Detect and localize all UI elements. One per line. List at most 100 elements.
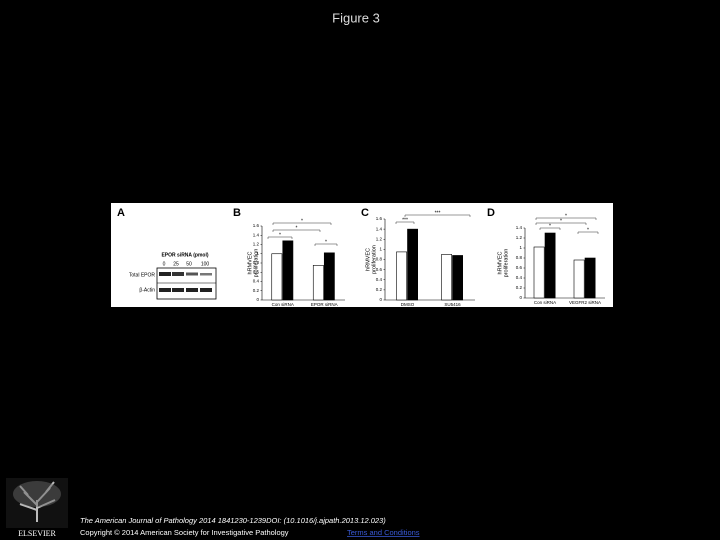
y-axis-label: proliferation	[371, 245, 377, 274]
panel-letter: A	[117, 207, 125, 219]
y-tick-label: 0.4	[376, 277, 383, 282]
significance-label: *	[549, 223, 551, 229]
y-tick-label: 0.2	[376, 287, 383, 292]
slide-title: Figure 3	[332, 10, 380, 25]
significance-bracket	[272, 222, 332, 225]
bar	[584, 257, 596, 299]
lane-label: 0	[163, 261, 166, 267]
elsevier-logo: ELSEVIER	[6, 478, 68, 538]
significance-bracket	[314, 243, 338, 246]
lane-label: 100	[201, 261, 210, 267]
lane-label: 25	[173, 261, 179, 267]
y-axis-label: proliferation	[503, 249, 509, 278]
row-label: β-Actin	[139, 287, 155, 293]
bar	[323, 252, 335, 301]
y-axis-label: hRMVEC	[247, 252, 253, 275]
y-tick-label: 0	[256, 297, 259, 302]
significance-bracket	[535, 222, 587, 225]
y-tick-label: 0	[379, 297, 382, 302]
panel-letter: D	[487, 207, 495, 219]
y-tick-label: 1	[256, 251, 259, 256]
significance-label: *	[279, 232, 281, 238]
y-tick-label: 1.2	[376, 236, 383, 241]
x-tick-label: Con siRNA	[534, 300, 556, 305]
y-tick-label: 0.6	[516, 265, 523, 270]
significance-label: *	[301, 218, 303, 224]
band	[200, 273, 212, 276]
logo-canopy	[13, 481, 61, 507]
bar	[544, 232, 556, 299]
band	[159, 272, 171, 276]
publisher: ELSEVIER	[18, 529, 56, 538]
y-tick-label: 0.8	[516, 255, 523, 260]
y-tick-label: 1	[519, 245, 522, 250]
bar	[312, 265, 324, 301]
lane-label: 50	[186, 261, 192, 267]
bar	[452, 255, 463, 301]
significance-bracket	[267, 236, 293, 239]
y-tick-label: 0.2	[253, 288, 260, 293]
x-tick-label: Con siRNA	[272, 302, 294, 307]
panel-letter: B	[233, 207, 241, 219]
y-tick-label: 1.2	[253, 242, 260, 247]
y-tick-label: 0.6	[376, 267, 383, 272]
y-tick-label: 0.8	[376, 257, 383, 262]
y-axis-label: proliferation	[253, 249, 259, 278]
bar	[533, 246, 545, 299]
y-tick-label: 1.4	[516, 225, 523, 230]
y-tick-label: 0.4	[253, 279, 260, 284]
y-tick-label: 0.2	[516, 285, 523, 290]
y-tick-label: 1.6	[253, 223, 260, 228]
x-tick-label: DMSO	[401, 302, 415, 307]
x-tick-label: VEGFR2 siRNA	[569, 300, 601, 305]
significance-label: ***	[435, 210, 441, 216]
significance-label: *	[325, 239, 327, 245]
y-tick-label: 1.2	[516, 235, 523, 240]
significance-bracket	[535, 217, 597, 220]
y-tick-label: 0.8	[253, 260, 260, 265]
band	[200, 288, 212, 292]
significance-label: *	[587, 227, 589, 233]
band	[159, 288, 171, 292]
significance-bracket	[577, 231, 599, 234]
significance-bracket	[404, 214, 471, 217]
y-tick-label: 0.6	[253, 269, 260, 274]
y-tick-label: 1.4	[253, 232, 260, 237]
bar	[573, 259, 585, 299]
y-tick-label: 0.4	[516, 275, 523, 280]
significance-bracket	[539, 227, 561, 230]
bar	[407, 228, 418, 301]
significance-label: *	[565, 213, 567, 219]
bar	[271, 253, 283, 301]
y-tick-label: 0	[519, 295, 522, 300]
x-tick-label: EPOR siRNA	[311, 302, 338, 307]
row-label: Total EPOR	[129, 272, 156, 278]
panel-a: A EPOR siRNA (pmol) 0 25 50 100 Total EP…	[117, 207, 217, 300]
band	[172, 288, 184, 292]
y-axis-label: hRMVEC	[497, 252, 503, 275]
copyright: Copyright © 2014 American Society for In…	[80, 528, 289, 537]
blot-title: EPOR siRNA (pmol)	[161, 252, 208, 258]
bar	[441, 254, 452, 301]
significance-label: *	[560, 218, 562, 224]
y-tick-label: 1.4	[376, 226, 383, 231]
panel-letter: C	[361, 207, 369, 219]
citation: The American Journal of Pathology 2014 1…	[80, 516, 386, 525]
y-axis-label: hRMVEC	[365, 248, 371, 271]
significance-bracket	[395, 221, 415, 224]
x-tick-label: SU5416	[444, 302, 461, 307]
band	[186, 288, 198, 292]
y-tick-label: 1	[379, 247, 382, 252]
terms-link[interactable]: Terms and Conditions	[347, 528, 420, 537]
significance-bracket	[272, 229, 321, 232]
y-tick-label: 1.6	[376, 216, 383, 221]
significance-label: *	[296, 225, 298, 231]
blot-frame	[156, 267, 217, 300]
band	[172, 272, 184, 276]
significance-label: ***	[402, 217, 408, 223]
band	[186, 272, 198, 276]
bar	[282, 240, 294, 301]
bar	[396, 251, 407, 301]
